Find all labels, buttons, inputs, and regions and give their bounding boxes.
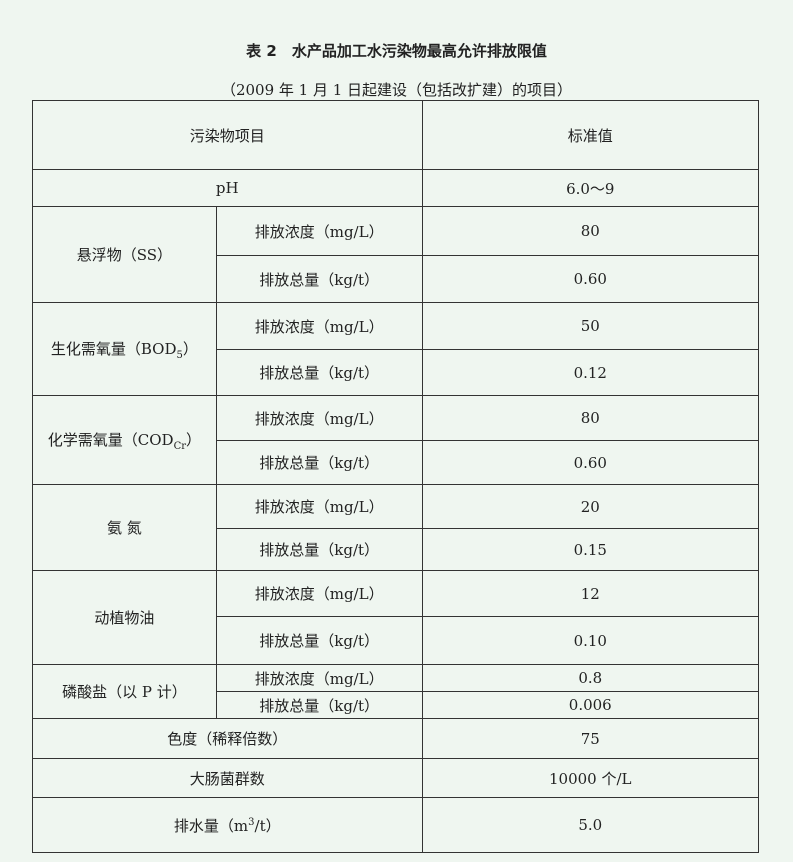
table-row: 排放总量（kg/t） 0.15	[33, 528, 760, 571]
row-name: 排水量（m3/t）	[32, 797, 423, 853]
row-value: 20	[421, 484, 760, 529]
concentration-label: 排放浓度（mg/L）	[215, 664, 423, 692]
table-row: 动植物油 排放浓度（mg/L） 12	[32, 570, 760, 665]
row-value: 80	[421, 395, 760, 441]
row-value: 0.60	[421, 255, 760, 303]
concentration-label: 排放浓度（mg/L）	[215, 570, 423, 617]
concentration-label: 排放浓度（mg/L）	[215, 484, 423, 529]
concentration-label: 排放浓度（mg/L）	[215, 206, 423, 256]
table-row: 磷酸盐（以 P 计） 排放浓度（mg/L） 0.8	[32, 664, 760, 719]
row-value: 12	[421, 570, 760, 617]
row-name: pH	[32, 169, 423, 207]
table-row: 氨 氮 排放浓度（mg/L） 20	[32, 484, 760, 571]
row-name: 悬浮物（SS）	[32, 206, 217, 303]
concentration-label: 排放浓度（mg/L）	[215, 395, 423, 441]
header-standard: 标准值	[421, 100, 760, 170]
row-value: 5.0	[421, 797, 760, 853]
row-value: 0.006	[421, 691, 760, 719]
pollutant-limits-table: 污染物项目 标准值 pH 6.0～9 悬浮物（SS） 排放浓度（mg/L） 80…	[32, 100, 760, 853]
row-value: 50	[421, 302, 760, 350]
table-row: 排放总量（kg/t） 0.10	[33, 616, 760, 665]
row-value: 75	[421, 718, 760, 759]
table-row: 化学需氧量（CODCr） 排放浓度（mg/L） 80	[32, 395, 760, 485]
row-value: 0.12	[421, 349, 760, 396]
total-label: 排放总量（kg/t）	[215, 616, 423, 665]
row-value: 0.8	[421, 664, 760, 692]
total-label: 排放总量（kg/t）	[215, 440, 423, 485]
row-name: 生化需氧量（BOD5）	[32, 302, 217, 396]
row-name: 大肠菌群数	[32, 758, 423, 798]
row-value: 0.60	[421, 440, 760, 485]
total-label: 排放总量（kg/t）	[215, 528, 423, 571]
header-row: 污染物项目 标准值	[32, 100, 760, 170]
table-row: 排放总量（kg/t） 0.60	[33, 255, 760, 303]
row-name: 色度（稀释倍数）	[32, 718, 423, 759]
total-label: 排放总量（kg/t）	[215, 349, 423, 396]
row-name: 化学需氧量（CODCr）	[32, 395, 217, 485]
concentration-label: 排放浓度（mg/L）	[215, 302, 423, 350]
table-row: 排水量（m3/t） 5.0	[32, 797, 760, 853]
row-value: 0.15	[421, 528, 760, 571]
row-value: 0.10	[421, 616, 760, 665]
table-row: 色度（稀释倍数） 75	[32, 718, 760, 759]
table-row: 大肠菌群数 10000 个/L	[32, 758, 760, 798]
total-label: 排放总量（kg/t）	[215, 691, 423, 719]
table-row: 生化需氧量（BOD5） 排放浓度（mg/L） 50	[32, 302, 760, 396]
row-name: 氨 氮	[32, 484, 217, 571]
table-row: pH 6.0～9	[32, 169, 760, 207]
table-row: 排放总量（kg/t） 0.60	[33, 440, 760, 485]
table-row: 排放总量（kg/t） 0.12	[33, 349, 760, 396]
row-name: 磷酸盐（以 P 计）	[32, 664, 217, 719]
table-title: 表 2 水产品加工水污染物最高允许排放限值	[246, 42, 547, 60]
table-row: 排放总量（kg/t） 0.006	[33, 691, 760, 719]
header-item: 污染物项目	[32, 100, 423, 170]
table-row: 悬浮物（SS） 排放浓度（mg/L） 80	[32, 206, 760, 303]
table-subtitle: （2009 年 1 月 1 日起建设（包括改扩建）的项目）	[220, 81, 573, 99]
row-value: 10000 个/L	[421, 758, 760, 798]
row-name: 动植物油	[32, 570, 217, 665]
row-value: 80	[421, 206, 760, 256]
total-label: 排放总量（kg/t）	[215, 255, 423, 303]
row-value: 6.0～9	[421, 169, 760, 207]
